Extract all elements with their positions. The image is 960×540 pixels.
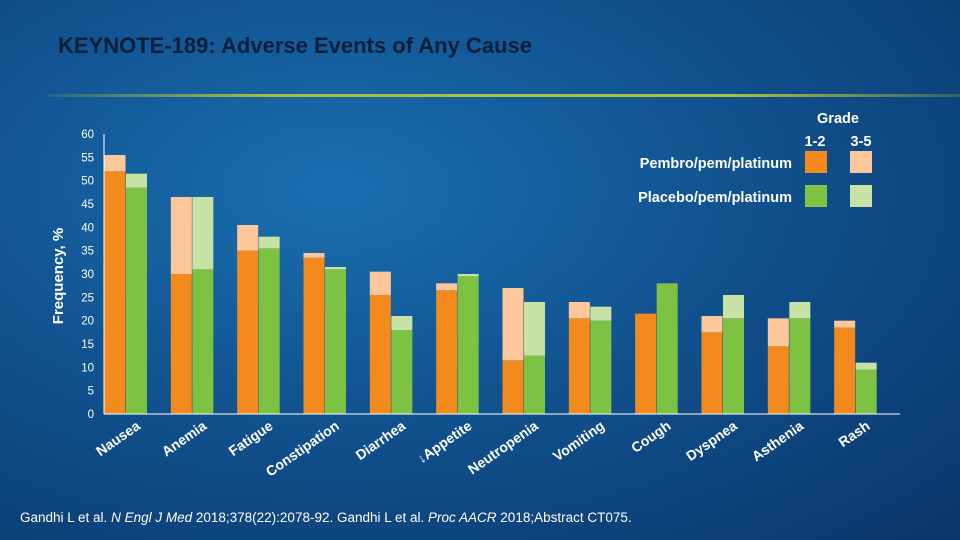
bar-placebo-grade-3-5 [325, 267, 346, 270]
y-tick-label: 55 [81, 152, 94, 164]
bar-pembro-grade-1-2 [104, 171, 126, 414]
x-category-label: ↓Appetite [414, 417, 475, 466]
legend-swatch-pembro-grade-1-2 [805, 151, 827, 173]
bar-placebo-grade-1-2 [391, 330, 413, 414]
x-category-label: Cough [628, 417, 673, 456]
bar-pembro-grade-3-5 [369, 271, 391, 295]
y-tick-label: 35 [81, 246, 94, 258]
bar-pembro-grade-3-5 [170, 197, 192, 274]
axes-group [103, 134, 900, 415]
bar-pembro-grade-3-5 [237, 225, 259, 251]
legend-grade-low: 1-2 [805, 134, 826, 150]
bar-pembro-grade-1-2 [303, 257, 325, 414]
bar-placebo-grade-3-5 [391, 316, 413, 330]
bar-placebo-grade-3-5 [258, 236, 280, 249]
bar-pembro-grade-1-2 [502, 360, 524, 414]
y-tick-label: 20 [81, 316, 94, 328]
bar-pembro-grade-1-2 [369, 295, 391, 414]
citation-journal-2: Proc AACR [428, 510, 497, 525]
bar-placebo-grade-1-2 [192, 269, 214, 414]
bar-placebo-grade-1-2 [723, 318, 744, 414]
bar-pembro-grade-1-2 [635, 313, 657, 414]
bar-pembro-grade-3-5 [834, 320, 856, 328]
citation-part-3: 2018;Abstract CT075. [496, 510, 632, 525]
bar-placebo-grade-1-2 [325, 269, 346, 414]
bar-pembro-grade-3-5 [104, 155, 126, 172]
bar-placebo-grade-3-5 [192, 197, 214, 270]
y-tick-label: 0 [88, 409, 94, 421]
x-category-label: Anemia [159, 417, 210, 459]
legend-swatch-pembro-grade-3-5 [850, 151, 872, 173]
bar-pembro-grade-1-2 [170, 274, 192, 414]
y-tick-labels: 0 5 10 15 20 25 30 35 40 45 50 55 60 [81, 129, 94, 421]
y-tick-label: 15 [81, 339, 94, 351]
bar-pembro-grade-3-5 [767, 318, 789, 347]
bar-pembro-grade-3-5 [568, 302, 590, 319]
legend-swatch-placebo-grade-1-2 [805, 185, 827, 207]
y-tick-label: 10 [81, 362, 94, 374]
bar-pembro-grade-3-5 [502, 288, 524, 361]
bar-pembro-grade-1-2 [237, 250, 259, 414]
x-category-label: Vomiting [550, 417, 607, 464]
bar-placebo-grade-1-2 [258, 248, 280, 414]
title-underline [48, 94, 960, 97]
bar-placebo-grade-3-5 [723, 295, 744, 319]
x-category-label: Diarrhea [353, 417, 409, 463]
bar-placebo-grade-1-2 [855, 369, 877, 414]
legend-swatch-placebo-grade-3-5 [850, 185, 872, 207]
bar-pembro-grade-1-2 [436, 290, 458, 414]
y-tick-label: 40 [81, 222, 94, 234]
y-tick-label: 45 [81, 199, 94, 211]
bar-placebo-grade-1-2 [457, 276, 479, 414]
bar-placebo-grade-1-2 [656, 283, 678, 414]
bar-pembro-grade-1-2 [834, 327, 856, 414]
bar-placebo-grade-1-2 [789, 318, 811, 414]
x-category-label: Asthenia [749, 417, 807, 464]
x-category-label: Nausea [93, 417, 143, 459]
bar-placebo-grade-3-5 [590, 306, 612, 321]
bar-placebo-grade-1-2 [590, 320, 612, 414]
bar-pembro-grade-1-2 [701, 332, 723, 414]
legend-title: Grade [817, 111, 859, 127]
bar-pembro-grade-1-2 [767, 346, 789, 414]
y-tick-label: 25 [81, 292, 94, 304]
y-tick-label: 60 [81, 129, 94, 141]
citation-journal-1: N Engl J Med [111, 510, 193, 525]
bar-pembro-grade-3-5 [303, 253, 325, 258]
citation: Gandhi L et al. N Engl J Med 2018;378(22… [20, 510, 632, 525]
bar-placebo-grade-3-5 [457, 274, 479, 277]
citation-part-2: 2018;378(22):2078-92. Gandhi L et al. [192, 510, 429, 525]
x-category-label: Constipation [263, 417, 342, 479]
x-category-label: Fatigue [226, 417, 276, 459]
legend-label-placebo: Placebo/pem/platinum [638, 190, 792, 206]
bar-pembro-grade-1-2 [568, 318, 590, 414]
legend: Grade 1-2 3-5 Pembro/pem/platinum Placeb… [638, 111, 872, 207]
citation-part-1: Gandhi L et al. [20, 510, 112, 525]
y-tick-label: 30 [81, 269, 94, 281]
x-category-label: Neutropenia [465, 417, 541, 477]
bar-placebo-grade-3-5 [524, 302, 545, 356]
y-tick-label: 50 [81, 176, 94, 188]
bar-pembro-grade-3-5 [701, 316, 723, 333]
legend-grade-high: 3-5 [851, 134, 872, 150]
legend-label-pembro: Pembro/pem/platinum [640, 156, 792, 172]
x-category-label: Dyspnea [683, 417, 740, 464]
y-axis-label: Frequency, % [50, 228, 67, 324]
bar-placebo-grade-3-5 [855, 362, 877, 370]
slide-title: KEYNOTE-189: Adverse Events of Any Cause [58, 33, 532, 58]
bar-placebo-grade-1-2 [126, 187, 147, 414]
y-tick-label: 5 [88, 386, 94, 398]
bars-group [104, 155, 877, 414]
bar-placebo-grade-3-5 [126, 173, 147, 188]
bar-placebo-grade-3-5 [789, 302, 811, 319]
bar-pembro-grade-3-5 [436, 283, 458, 291]
x-category-label: Rash [835, 417, 872, 450]
bar-placebo-grade-1-2 [524, 355, 545, 414]
